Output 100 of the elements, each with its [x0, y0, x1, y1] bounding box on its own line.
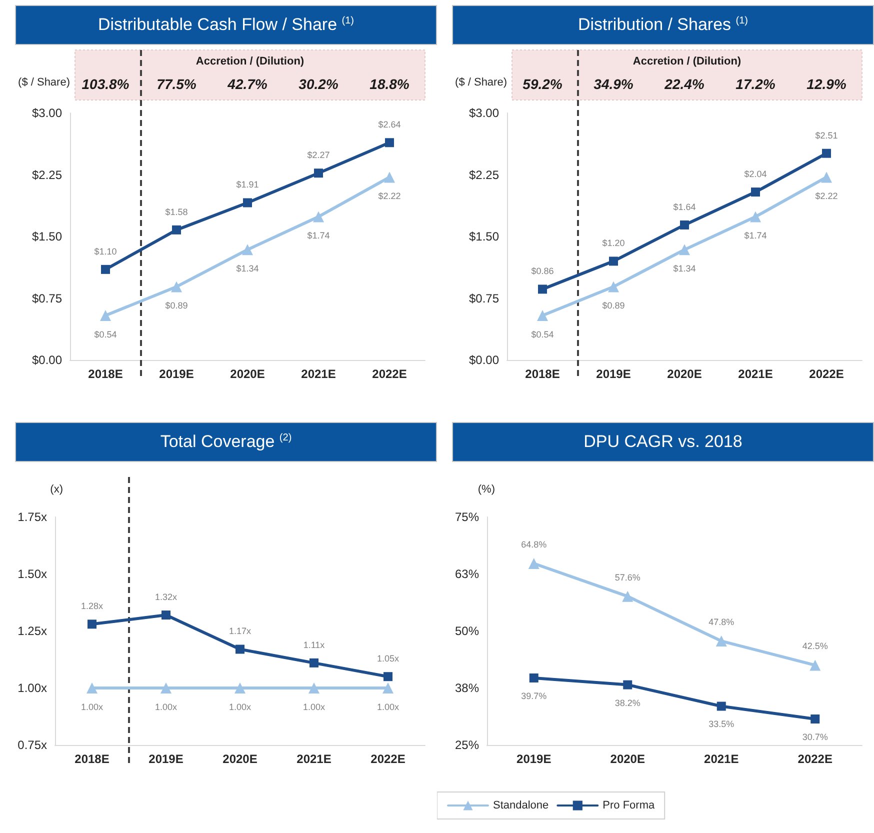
point: [101, 264, 110, 274]
point: [100, 310, 111, 322]
data-label: 1.05x: [376, 654, 400, 664]
data-label: $2.04: [744, 169, 767, 180]
point: [234, 682, 246, 694]
text: 22.4%: [664, 76, 705, 92]
point: [528, 558, 540, 570]
y-tick-label: $1.50: [468, 230, 500, 244]
data-label: $2.51: [815, 130, 838, 140]
chart-title: Distributable Cash Flow / Share $^{(1)}$: [98, 15, 354, 35]
data-label: $1.58: [165, 206, 188, 217]
point: [750, 211, 761, 222]
data-label: 1.00x: [302, 702, 326, 712]
chart-title: DPU CAGR vs. 2018: [584, 432, 742, 452]
chart-title: Total Coverage $^{(2)}$: [160, 432, 292, 452]
point: [529, 673, 538, 682]
text: 30.2%: [298, 76, 339, 92]
y-tick-label: $0.75: [32, 291, 62, 306]
point: [88, 620, 96, 629]
legend-label: Standalone: [493, 800, 549, 812]
point: [384, 672, 392, 682]
point: [310, 658, 318, 668]
data-label: 42.5%: [802, 641, 828, 652]
point: [384, 172, 395, 183]
data-label: $0.54: [531, 330, 554, 340]
point: [679, 244, 690, 256]
point: [243, 198, 252, 208]
x-tick-label: 2019E: [148, 752, 184, 766]
data-label: $2.22: [815, 191, 838, 202]
data-label: 1.11x: [303, 640, 326, 650]
legend-label: Pro Forma: [602, 800, 656, 812]
data-label: $0.86: [531, 266, 554, 276]
data-label: 64.8%: [521, 540, 547, 550]
x-tick-label: 2018E: [74, 752, 110, 766]
x-tick-label: 2020E: [222, 752, 258, 766]
x-tick-label: 2019E: [596, 367, 631, 381]
point: [716, 636, 727, 647]
text: 77.5%: [156, 76, 197, 92]
data-label: $2.22: [378, 191, 401, 202]
data-label: $0.89: [602, 300, 625, 311]
y-axis-title: (x): [50, 484, 63, 496]
y-tick-label: $0.00: [468, 353, 500, 367]
point: [623, 680, 632, 690]
y-axis-title: ($ / Share): [455, 76, 507, 88]
data-label: $1.34: [236, 264, 259, 274]
x-tick-label: 2021E: [738, 367, 773, 381]
point: [622, 590, 634, 602]
data-label: 39.7%: [521, 690, 547, 701]
y-axis-title: (%): [478, 484, 495, 496]
x-tick-label: 2021E: [301, 367, 336, 381]
y-tick-label: 75%: [454, 510, 480, 524]
x-tick-label: 2022E: [798, 752, 832, 766]
x-tick-label: 2019E: [516, 752, 552, 766]
y-tick-label: 25%: [454, 738, 480, 752]
data-label: 1.00x: [154, 702, 178, 712]
data-label: $0.89: [165, 300, 188, 311]
x-tick-label: 2020E: [667, 367, 702, 381]
x-tick-label: 2021E: [704, 752, 739, 766]
x-tick-label: 2018E: [88, 367, 123, 381]
y-tick-label: 1.00x: [18, 681, 47, 695]
text: Accretion / (Dilution): [632, 56, 742, 68]
text: 59.2%: [522, 76, 563, 92]
data-label: 1.00x: [80, 702, 104, 712]
point: [810, 660, 821, 671]
point: [171, 281, 182, 292]
data-label: $1.91: [236, 180, 259, 190]
data-label: 38.2%: [614, 698, 640, 708]
point: [313, 211, 324, 222]
y-axis-title: ($ / Share): [18, 76, 70, 88]
point: [608, 281, 619, 292]
point: [242, 244, 253, 256]
data-label: $2.64: [378, 120, 401, 130]
y-tick-label: $2.25: [468, 168, 500, 182]
text: 103.8%: [82, 76, 130, 92]
point: [236, 644, 244, 654]
x-tick-label: 2020E: [610, 752, 645, 766]
y-tick-label: 1.50x: [18, 567, 47, 581]
x-tick-label: 2022E: [370, 752, 406, 766]
point: [537, 310, 548, 322]
x-tick-label: 2022E: [809, 367, 844, 381]
point: [810, 714, 820, 724]
data-label: $0.54: [94, 330, 117, 340]
data-label: $2.27: [307, 150, 330, 160]
point: [314, 168, 323, 178]
data-label: $1.64: [673, 202, 696, 212]
data-label: 57.6%: [614, 572, 640, 582]
y-tick-label: 38%: [454, 681, 480, 695]
point: [716, 702, 726, 711]
data-label: 1.00x: [228, 702, 252, 712]
point: [162, 610, 170, 620]
point: [680, 220, 689, 230]
y-tick-label: 0.75x: [18, 738, 47, 752]
point: [821, 172, 832, 183]
data-label: $1.34: [673, 264, 696, 274]
y-tick-label: $2.25: [32, 168, 62, 182]
x-tick-label: 2022E: [372, 367, 407, 381]
point: [308, 682, 320, 694]
point: [609, 256, 618, 266]
y-tick-label: 50%: [454, 624, 480, 638]
text: 42.7%: [226, 76, 268, 92]
